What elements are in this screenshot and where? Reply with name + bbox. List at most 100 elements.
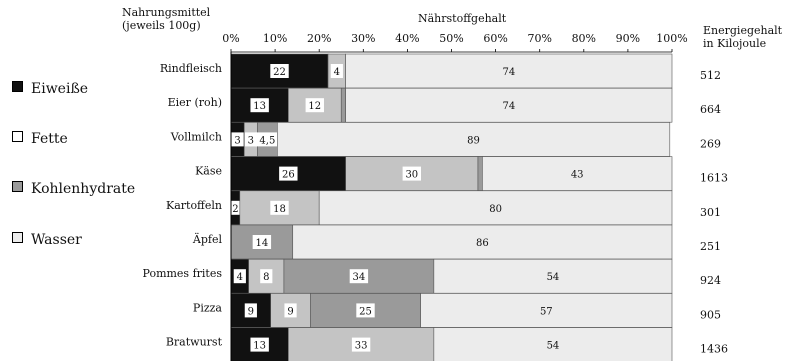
bar-value-label: 8 (263, 272, 269, 283)
bar-segment (482, 156, 673, 191)
bar-value-label: 74 (502, 101, 515, 112)
bar-value-label: 86 (476, 238, 489, 249)
legend-swatch-kohlenhydrate (12, 181, 23, 192)
category-label: Äpfel (192, 232, 223, 246)
bar-segment (433, 258, 673, 294)
category-axis-title-line1: Nahrungsmittel (122, 6, 211, 19)
bar-value-label: 13 (253, 341, 266, 352)
legend-label-eiweisse: Eiweiße (31, 81, 89, 97)
category-label: Käse (195, 165, 222, 178)
bar-value-label: 26 (282, 170, 295, 181)
bar-value-label: 30 (405, 170, 418, 181)
bar-value-label-box (252, 235, 272, 249)
category-label: Rindfleisch (160, 62, 222, 75)
bar-value-label: 25 (359, 306, 372, 317)
x-tick-label: 0% (222, 32, 239, 45)
bar-value-label: 18 (273, 204, 286, 215)
energy-value: 1436 (700, 343, 728, 356)
bar-value-label: 22 (273, 67, 286, 78)
bar-value-label: 57 (540, 306, 553, 317)
x-tick-label: 100% (656, 32, 687, 45)
energy-value: 664 (700, 103, 721, 116)
bar-segment (340, 87, 346, 123)
bar-value-label-box (229, 200, 242, 215)
energy-value: 512 (700, 69, 721, 82)
x-tick-label: 80% (572, 32, 596, 45)
energy-value: 301 (700, 206, 721, 219)
bar-value-label-box (349, 269, 369, 284)
bar-value-label-box (250, 98, 269, 113)
bar-value-label: 4 (334, 67, 340, 78)
bar-value-label: 54 (547, 341, 560, 352)
bar-value-label: 3 (234, 135, 240, 146)
bar-value-label-box (284, 303, 297, 318)
bar-value-label: 12 (308, 101, 321, 112)
legend-label-kohlenhydrate: Kohlenhydrate (31, 181, 136, 197)
legend-item-wasser: Wasser (12, 232, 82, 248)
legend-swatch-fette (12, 131, 23, 142)
bar-value-label-box (250, 337, 269, 352)
legend-label-fette: Fette (31, 131, 68, 147)
bar-value-label: 9 (287, 306, 293, 317)
bar-value-label: 80 (489, 204, 502, 215)
category-label: Vollmilch (170, 130, 222, 143)
value-axis-title: Nährstoffgehalt (418, 12, 507, 25)
bar-segment (292, 224, 673, 260)
energy-column-title-line2: in Kilojoule (703, 37, 767, 50)
bar-value-label: 34 (353, 272, 366, 283)
bar-segment (345, 87, 673, 123)
x-tick-label: 60% (483, 32, 507, 45)
bar-value-label-box (270, 200, 289, 215)
category-label: Pommes frites (142, 267, 222, 280)
category-label: Bratwurst (166, 336, 223, 349)
bar-value-label: 33 (355, 341, 368, 352)
bar-value-label: 54 (547, 272, 560, 283)
bar-value-label: 89 (467, 135, 480, 146)
legend-swatch-wasser (12, 232, 23, 243)
energy-column-title: Energiegehalt in Kilojoule (703, 24, 782, 50)
energy-value: 1613 (700, 172, 728, 185)
bar-value-label-box (305, 98, 324, 113)
legend-label-wasser: Wasser (31, 232, 82, 248)
bar-value-label: 14 (256, 238, 269, 249)
bar-value-label-box (402, 166, 422, 181)
category-axis-title: Nahrungsmittel (jeweils 100g) (122, 6, 210, 32)
bar-segment (477, 156, 483, 191)
legend-item-fette: Fette (12, 131, 68, 147)
x-tick-label: 20% (307, 32, 331, 45)
bar-value-label-box (279, 166, 298, 181)
bar-value-label: 9 (248, 306, 254, 317)
bar-value-label-box (330, 64, 343, 78)
x-tick-label: 40% (395, 32, 419, 45)
bar-value-label-box (270, 64, 289, 78)
bar-value-label-box (244, 303, 257, 318)
bar-segment (277, 122, 671, 157)
bar-value-label-box (231, 132, 244, 147)
x-tick-label: 90% (616, 32, 640, 45)
energy-value: 905 (700, 308, 721, 321)
bar-segment (433, 327, 673, 361)
bar-value-label: 13 (253, 101, 266, 112)
bar-value-label-box (260, 269, 273, 284)
bar-value-label-box (255, 132, 280, 147)
legend-item-kohlenhydrate: Kohlenhydrate (12, 181, 135, 197)
x-tick-label: 50% (439, 32, 463, 45)
bar-segment (318, 190, 673, 226)
bar-segment (420, 293, 673, 328)
legend-swatch-eiweisse (12, 81, 23, 92)
bar-value-label: 3 (248, 135, 254, 146)
bar-value-label: 43 (571, 170, 584, 181)
legend-item-eiweisse: Eiweiße (12, 81, 88, 97)
bar-value-label: 74 (502, 67, 515, 78)
bar-value-label-box (233, 269, 246, 284)
category-label: Pizza (193, 301, 223, 314)
energy-column-title-line1: Energiegehalt (703, 24, 783, 37)
energy-value: 924 (700, 274, 721, 287)
energy-value: 269 (700, 137, 721, 150)
bar-value-label: 2 (232, 204, 238, 215)
bar-value-label: 4,5 (259, 135, 275, 146)
x-tick-label: 30% (351, 32, 375, 45)
bar-value-label-box (244, 132, 257, 147)
x-tick-label: 10% (263, 32, 287, 45)
